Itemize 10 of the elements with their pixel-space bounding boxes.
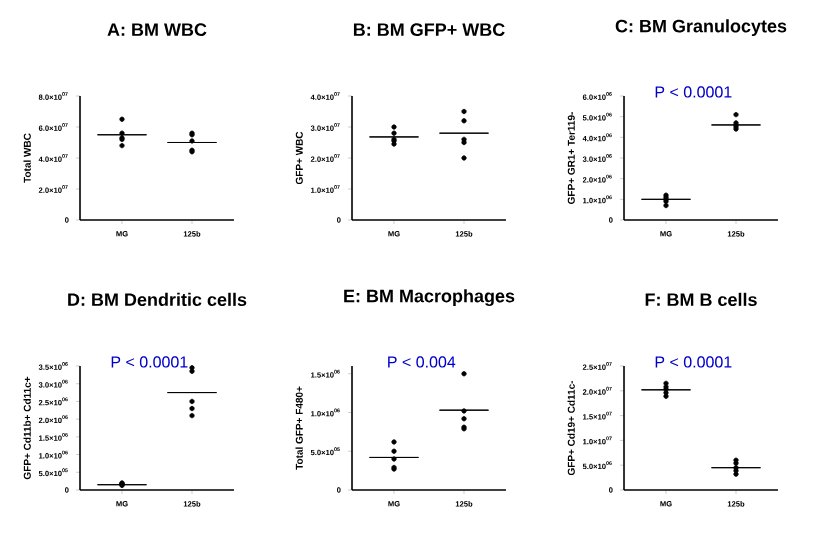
- annotation: P < 0.0001: [655, 86, 732, 98]
- annotation: P < 0.004: [388, 356, 456, 368]
- annotation: P < 0.0001: [655, 356, 732, 368]
- chart-title: A: BM WBC: [107, 23, 207, 37]
- chart-title: F: BM B cells: [645, 292, 757, 307]
- chart-title: B: BM GFP+ WBC: [353, 23, 505, 37]
- chart-title: E: BM Macrophages: [344, 289, 515, 307]
- annotation: P < 0.0001: [111, 356, 188, 368]
- chart-title: C: BM Granulocytes: [615, 19, 787, 37]
- chart-title: D: BM Dendritic cells: [68, 292, 247, 307]
